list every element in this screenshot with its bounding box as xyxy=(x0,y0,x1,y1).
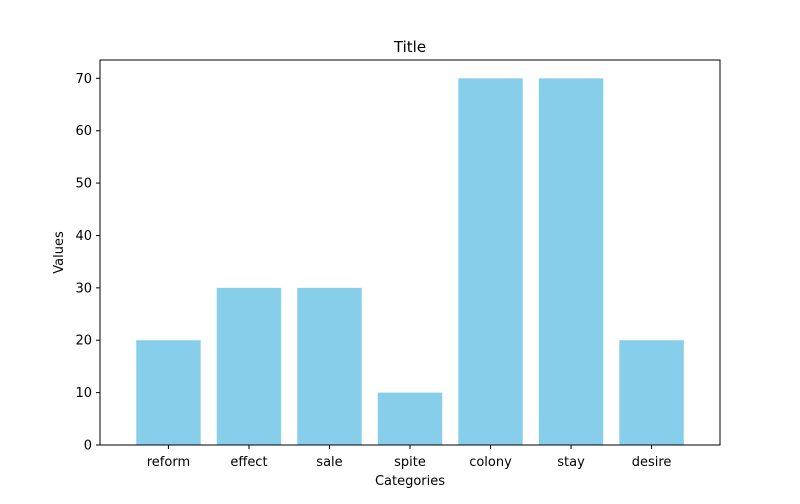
bar-reform xyxy=(136,340,201,445)
y-axis-label: Values xyxy=(52,231,67,274)
y-tick-label-30: 30 xyxy=(75,281,92,296)
x-axis: reform effect sale spite colony stay desire xyxy=(147,445,672,470)
y-tick-label-50: 50 xyxy=(75,177,92,192)
bars-group xyxy=(136,78,684,445)
x-tick-label-colony: colony xyxy=(469,455,512,470)
x-tick-label-sale: sale xyxy=(316,455,342,470)
y-tick-label-60: 60 xyxy=(75,124,92,139)
plot-area-frame xyxy=(99,59,721,446)
bar-desire xyxy=(619,340,684,445)
x-tick-label-reform: reform xyxy=(147,455,190,470)
y-tick-label-20: 20 xyxy=(75,334,92,349)
x-axis-label: Categories xyxy=(375,474,445,489)
x-tick-label-stay: stay xyxy=(557,455,585,470)
y-tick-label-10: 10 xyxy=(75,386,92,401)
bar-effect xyxy=(216,287,282,445)
chart-title: Title xyxy=(393,38,426,56)
x-tick-label-effect: effect xyxy=(230,455,267,470)
bar-spite xyxy=(377,392,443,445)
bar-stay xyxy=(538,78,604,445)
y-tick-label-0: 0 xyxy=(84,439,92,454)
y-axis: 0 10 20 30 40 50 60 70 xyxy=(75,72,100,454)
x-tick-label-desire: desire xyxy=(632,455,672,470)
x-tick-label-spite: spite xyxy=(394,455,426,470)
bar-colony xyxy=(458,78,523,445)
y-tick-label-70: 70 xyxy=(75,72,92,87)
bar-sale xyxy=(297,287,362,445)
y-tick-label-40: 40 xyxy=(75,229,92,244)
